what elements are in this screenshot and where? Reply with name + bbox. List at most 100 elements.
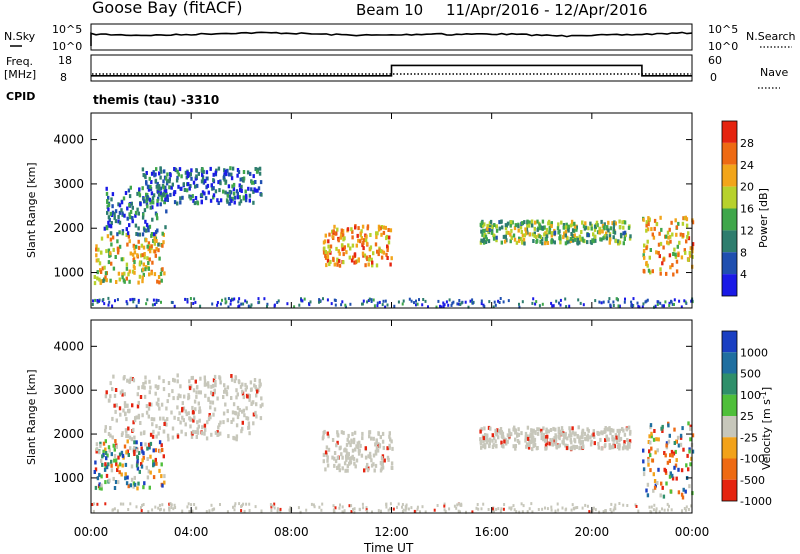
heatmap-cell — [325, 452, 328, 457]
heatmap-cell — [131, 252, 135, 257]
heatmap-cell — [363, 468, 366, 473]
heatmap-cell — [666, 502, 669, 506]
nave-label: Nave — [760, 66, 788, 79]
heatmap-cell — [105, 456, 108, 461]
heatmap-cell — [509, 223, 512, 228]
heatmap-cell — [172, 507, 175, 511]
heatmap-cell — [137, 300, 140, 304]
heatmap-cell — [364, 238, 368, 243]
colorbar-tick-label: 500 — [740, 368, 761, 381]
heatmap-cell — [249, 387, 253, 392]
heatmap-cell — [678, 240, 681, 245]
heatmap-cell — [361, 302, 363, 306]
heatmap-cell — [524, 431, 528, 436]
heatmap-cell — [303, 297, 306, 301]
heatmap-cell — [336, 430, 339, 435]
heatmap-cell — [349, 302, 352, 306]
heatmap-cell — [544, 443, 548, 448]
heatmap-cell — [219, 420, 222, 425]
heatmap-cell — [653, 429, 656, 433]
heatmap-cell — [183, 188, 187, 192]
heatmap-cell — [456, 302, 459, 306]
heatmap-cell — [147, 469, 150, 474]
heatmap-cell — [356, 233, 359, 238]
heatmap-cell — [582, 238, 585, 243]
heatmap-cell — [150, 417, 153, 422]
heatmap-cell — [142, 272, 145, 277]
heatmap-cell — [525, 444, 528, 449]
heatmap-cell — [380, 509, 382, 513]
heatmap-cell — [540, 428, 543, 433]
heatmap-cell — [553, 439, 556, 444]
heatmap-cell — [482, 502, 485, 506]
heatmap-cell — [216, 303, 219, 307]
heatmap-cell — [113, 447, 116, 452]
heatmap-cell — [242, 408, 245, 413]
heatmap-cell — [203, 379, 207, 384]
heatmap-cell — [128, 194, 132, 199]
heatmap-cell — [581, 428, 585, 433]
heatmap-cell — [602, 300, 605, 304]
heatmap-cell — [176, 396, 180, 401]
heatmap-cell — [145, 201, 149, 206]
heatmap-cell — [488, 228, 491, 233]
heatmap-cell — [130, 201, 133, 206]
heatmap-cell — [133, 482, 137, 487]
heatmap-cell — [111, 204, 114, 209]
heatmap-cell — [413, 301, 415, 305]
heatmap-cell — [548, 226, 552, 231]
heatmap-cell — [160, 474, 163, 479]
heatmap-cell — [657, 250, 660, 255]
heatmap-cell — [586, 427, 589, 432]
heatmap-cell — [386, 248, 389, 252]
heatmap-cell — [182, 182, 185, 187]
heatmap-cell — [531, 301, 534, 305]
x-tick-label: 04:00 — [174, 525, 209, 539]
heatmap-cell — [584, 225, 588, 230]
heatmap-cell — [350, 504, 353, 508]
heatmap-cell — [532, 239, 535, 243]
heatmap-cell — [211, 186, 214, 191]
heatmap-cell — [166, 198, 169, 202]
colorbar-tick-label: 100 — [740, 389, 761, 402]
heatmap-cell — [545, 438, 548, 443]
heatmap-cell — [649, 425, 652, 430]
heatmap-cell — [139, 395, 143, 399]
heatmap-cell — [130, 477, 134, 482]
heatmap-cell — [137, 298, 140, 302]
heatmap-cell — [125, 227, 128, 232]
heatmap-cell — [598, 510, 601, 514]
heatmap-cell — [332, 229, 335, 234]
heatmap-cell — [123, 213, 126, 218]
heatmap-cell — [210, 503, 213, 507]
heatmap-cell — [225, 390, 228, 394]
heatmap-cell — [169, 173, 172, 178]
heatmap-cell — [164, 185, 167, 190]
heatmap-cell — [499, 430, 502, 435]
heatmap-cell — [147, 196, 150, 201]
heatmap-cell — [163, 508, 166, 512]
heatmap-cell — [233, 195, 237, 200]
heatmap-cell — [562, 432, 565, 437]
heatmap-cell — [161, 243, 164, 248]
heatmap-cell — [146, 204, 149, 209]
heatmap-cell — [252, 174, 255, 179]
heatmap-cell — [121, 231, 124, 236]
heatmap-cell — [104, 428, 107, 433]
heatmap-cell — [550, 508, 553, 512]
heatmap-cell — [359, 231, 362, 236]
heatmap-cell — [557, 426, 560, 431]
heatmap-cell — [154, 505, 157, 509]
velocity-heatmap-cells — [91, 373, 695, 514]
heatmap-cell — [279, 507, 282, 511]
heatmap-cell — [117, 271, 121, 276]
heatmap-cell — [487, 425, 491, 430]
heatmap-cell — [491, 433, 494, 438]
heatmap-cell — [206, 382, 209, 387]
heatmap-cell — [186, 170, 189, 175]
heatmap-cell — [372, 298, 375, 302]
heatmap-cell — [256, 389, 259, 394]
heatmap-cell — [570, 440, 573, 445]
heatmap-cell — [131, 216, 134, 220]
heatmap-cell — [521, 233, 525, 238]
